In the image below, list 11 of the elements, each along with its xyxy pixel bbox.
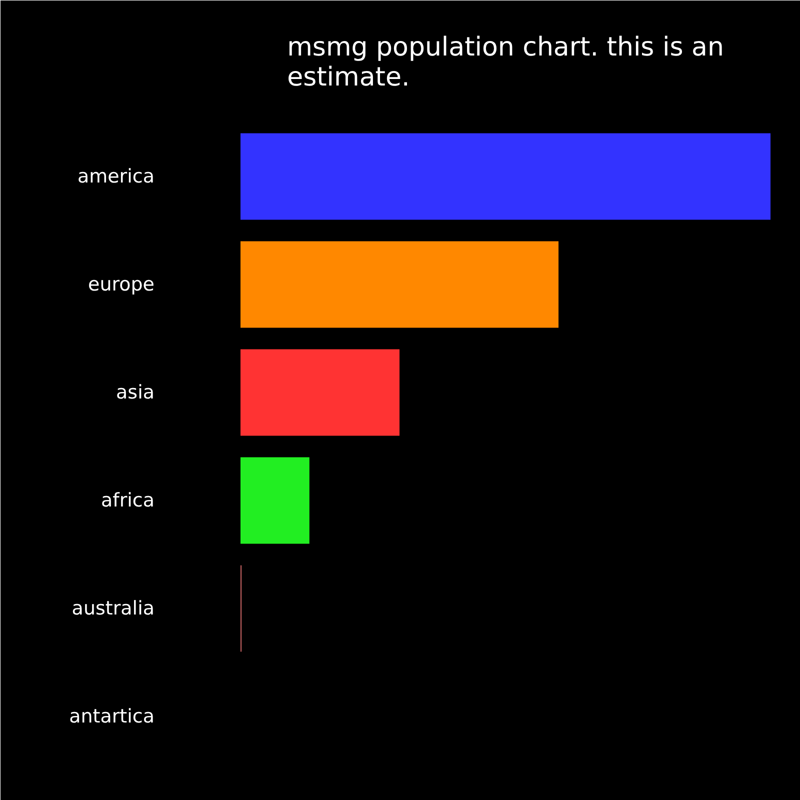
chart-title: msmg population chart. this is an estimate. <box>287 32 724 92</box>
y-tick-label: africa <box>100 490 155 512</box>
y-tick-label: australia <box>72 598 155 620</box>
bar <box>240 457 310 544</box>
y-tick-label: asia <box>116 382 155 404</box>
bar <box>240 133 770 220</box>
y-tick-label: europe <box>88 274 154 296</box>
y-tick-label: america <box>77 166 155 188</box>
y-tick-label: antartica <box>69 706 155 728</box>
bar <box>240 241 558 328</box>
bar <box>240 349 400 436</box>
